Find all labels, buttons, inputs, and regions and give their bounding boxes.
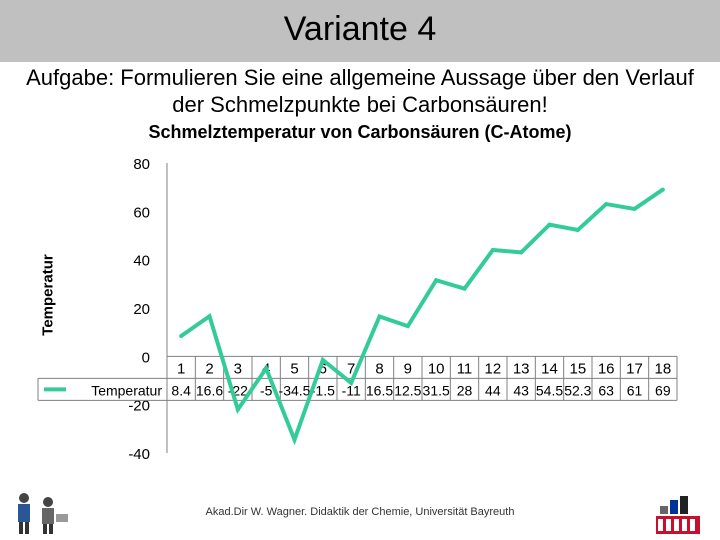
chart-title: Schmelztemperatur von Carbonsäuren (C-At… [148, 122, 572, 142]
data-point [405, 324, 410, 329]
x-category-label: 12 [484, 360, 501, 377]
footer-credit: Akad.Dir W. Wagner. Didaktik der Chemie,… [205, 506, 515, 518]
data-point [207, 314, 212, 319]
x-category-label: 17 [626, 360, 643, 377]
data-point [292, 437, 297, 442]
table-value-cell: -11 [342, 382, 361, 398]
table-value-cell: 28 [457, 382, 473, 398]
data-point [264, 366, 269, 371]
table-value-cell: 44 [485, 382, 501, 398]
x-category-label: 3 [234, 360, 242, 377]
data-point [490, 248, 495, 252]
table-value-cell: 63 [598, 382, 614, 398]
data-point [235, 407, 240, 412]
table-value-cell: -34.5 [279, 382, 311, 398]
table-value-cell: 31.5 [423, 382, 450, 398]
data-point [179, 334, 184, 339]
x-category-label: 5 [290, 360, 298, 377]
data-point [377, 314, 382, 319]
slide-title: Variante 4 [283, 10, 437, 48]
y-tick-label: 40 [133, 253, 150, 270]
table-value-cell: 69 [655, 382, 671, 398]
y-tick-label: 80 [133, 156, 150, 173]
x-category-label: 9 [404, 360, 412, 377]
task-body: : Formulieren Sie eine allgemeine Aussag… [108, 65, 694, 117]
legend-series-name: Temperatur [91, 382, 162, 398]
table-value-cell: -5 [260, 382, 273, 398]
x-category-label: 7 [347, 360, 355, 377]
title-bar [0, 0, 720, 62]
table-value-cell: 8.4 [171, 382, 191, 398]
table-value-cell: 16.5 [366, 382, 393, 398]
data-point [547, 222, 552, 227]
table-value-cell: 43 [513, 382, 529, 398]
table-value-cell: 16.6 [196, 382, 223, 398]
y-tick-label: 0 [142, 349, 150, 366]
table-value-cell: 54.5 [536, 382, 563, 398]
x-category-label: 8 [375, 360, 383, 377]
x-category-label: 15 [569, 360, 586, 377]
data-point [660, 187, 665, 192]
table-value-cell: 52.3 [564, 382, 591, 398]
people-illustration-icon [18, 493, 68, 534]
data-point [632, 206, 637, 211]
y-tick-label: -20 [128, 398, 150, 415]
x-category-label: 14 [541, 360, 558, 377]
data-point [462, 286, 467, 291]
x-category-label: 13 [513, 360, 530, 377]
task-text: Aufgabe: Formulieren Sie eine allgemeine… [20, 64, 700, 118]
x-category-label: 18 [654, 360, 671, 377]
series-line-temperatur [180, 187, 664, 446]
didaktik-logo-icon [656, 496, 700, 534]
x-category-label: 1 [177, 360, 185, 377]
y-tick-label: -40 [128, 446, 150, 463]
x-category-label: 2 [205, 360, 213, 377]
data-point [604, 202, 609, 207]
data-point [434, 278, 439, 283]
data-point [575, 227, 580, 232]
y-tick-label: 20 [133, 301, 150, 318]
table-value-cell: -1.5 [311, 382, 335, 398]
x-category-label: 11 [457, 360, 473, 377]
task-label: Aufgabe [26, 65, 109, 90]
data-point [519, 250, 524, 255]
data-point [349, 380, 354, 385]
data-point [320, 357, 325, 362]
x-category-label: 6 [319, 360, 327, 377]
x-category-label: 16 [598, 360, 615, 377]
table-value-cell: 61 [627, 382, 643, 398]
y-tick-label: 60 [133, 204, 150, 221]
table-value-cell: 12.5 [394, 382, 421, 398]
x-category-label: 10 [428, 360, 445, 377]
